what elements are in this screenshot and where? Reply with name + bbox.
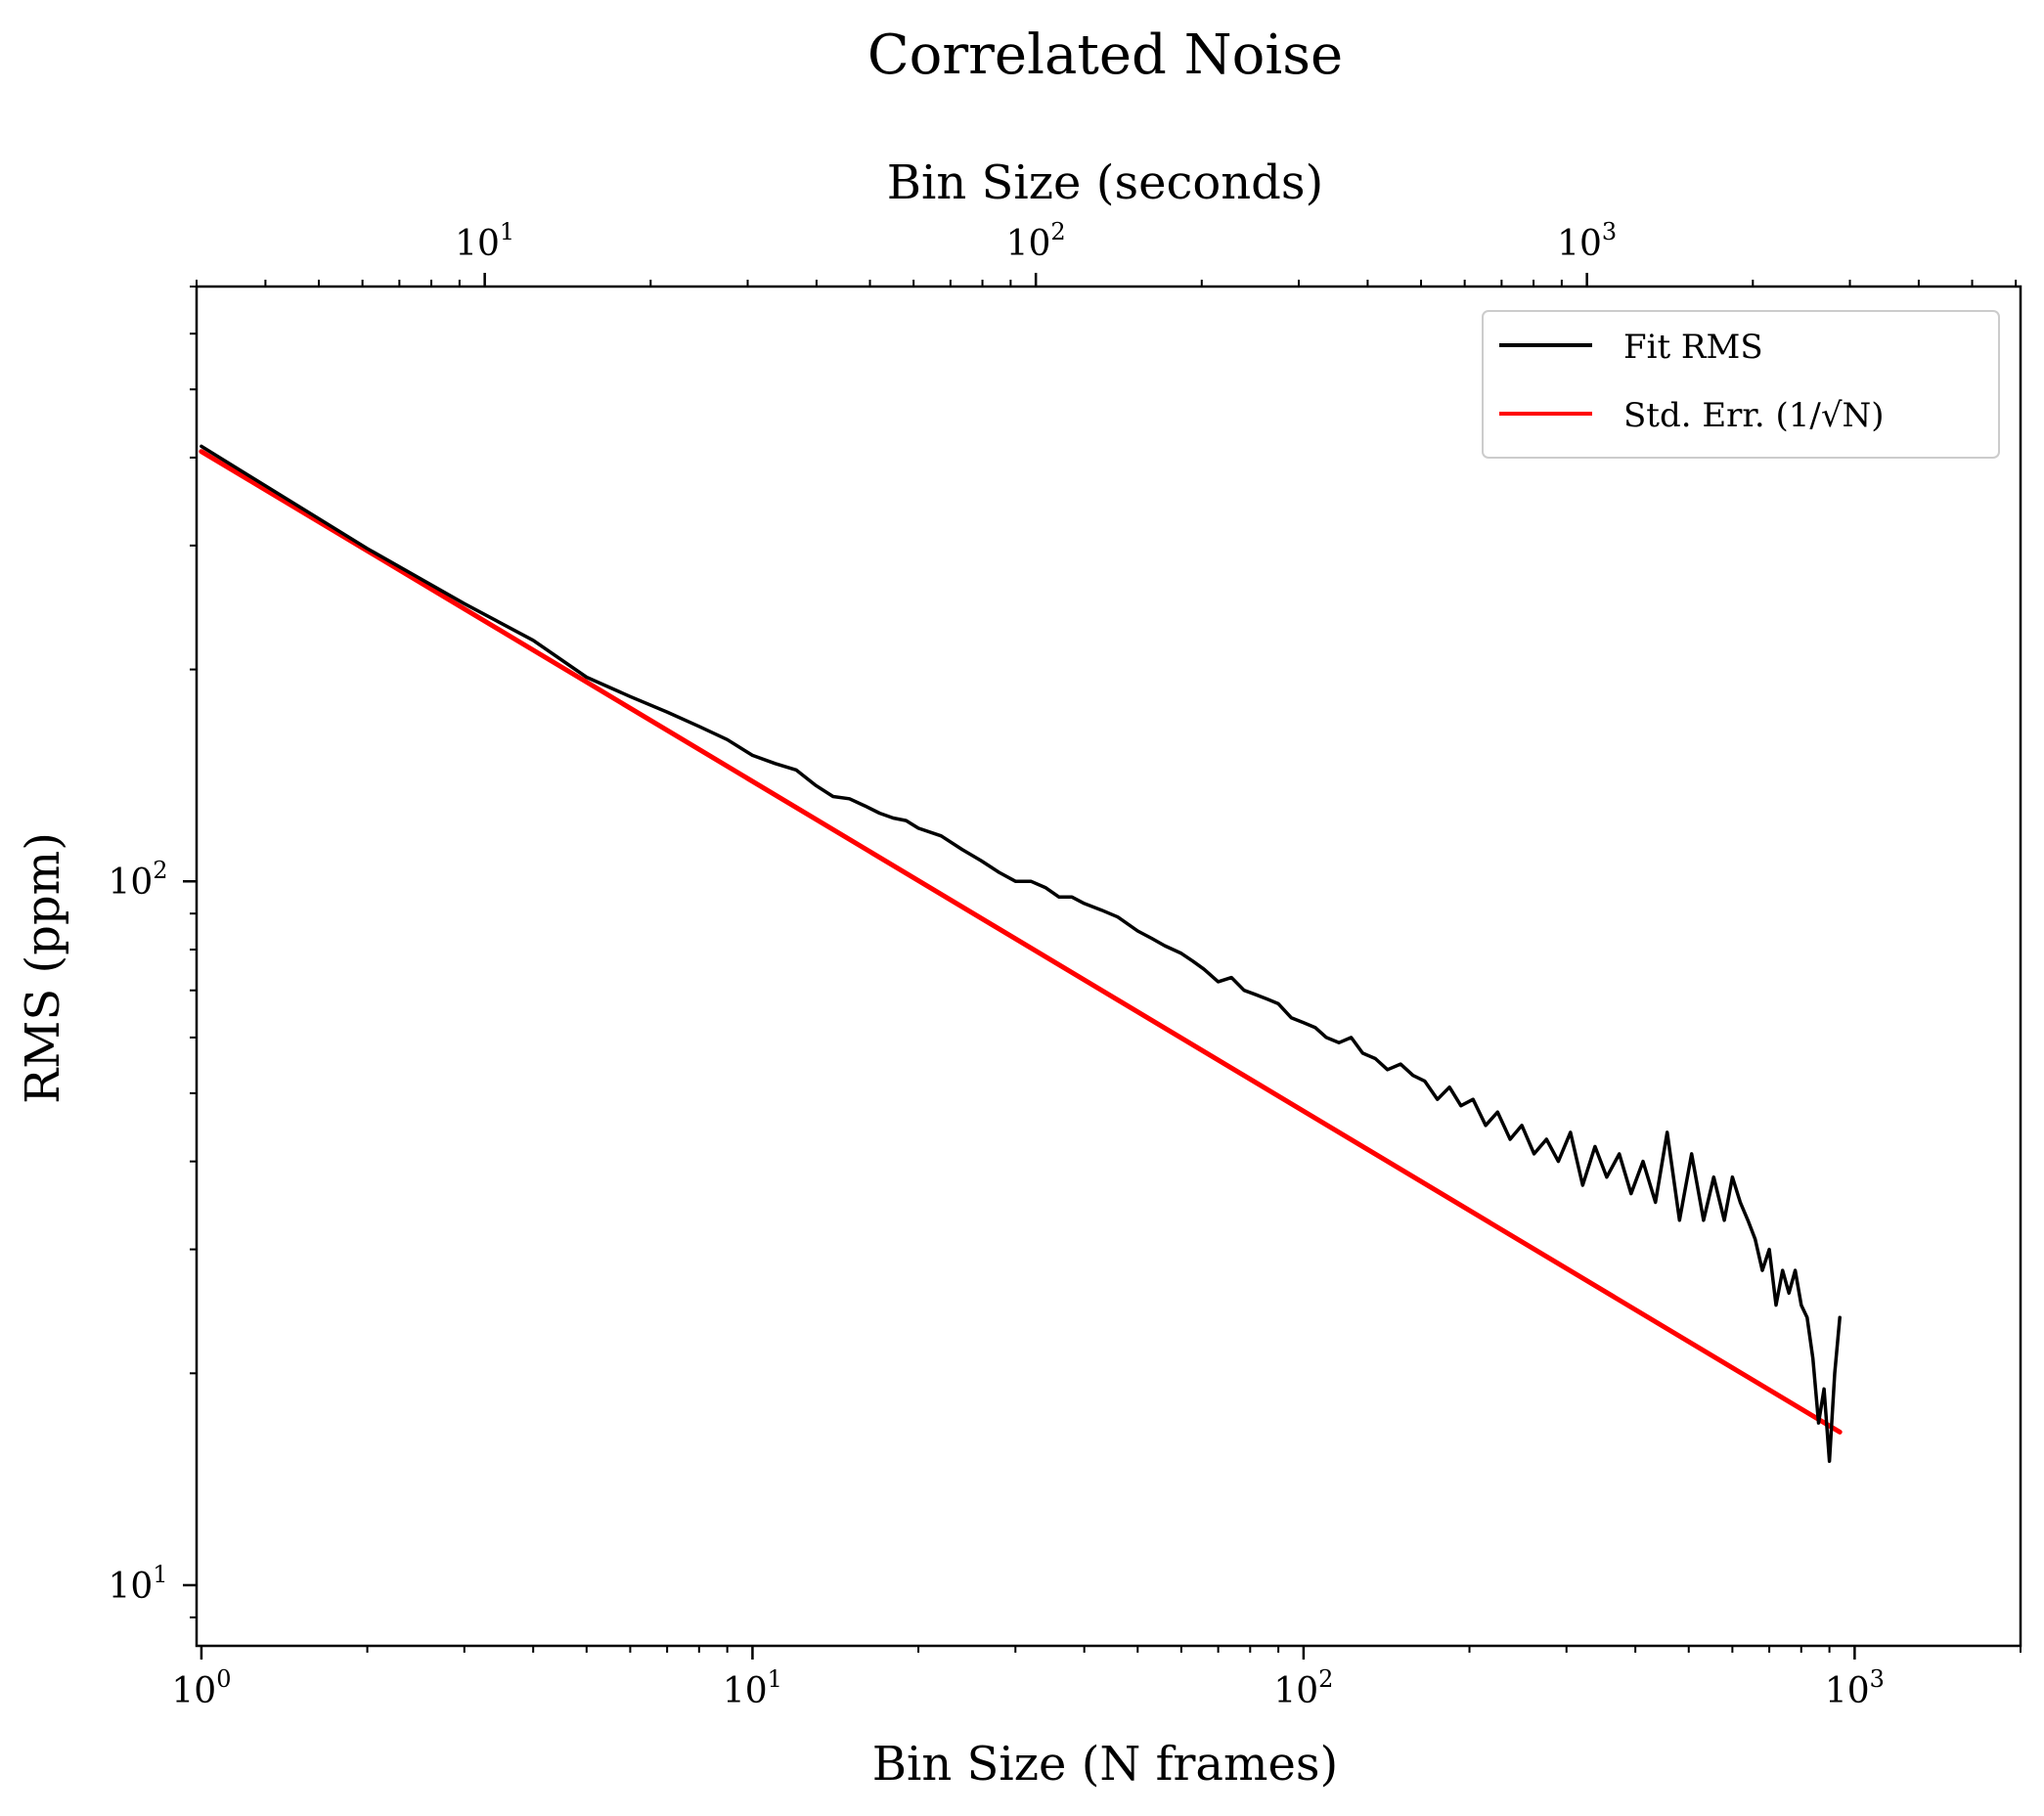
series-line-std-err xyxy=(199,449,1843,1435)
legend-label-fit-rms: Fit RMS xyxy=(1623,328,1763,367)
y-tick-label: 102 xyxy=(108,857,167,903)
x-tick-label: 103 xyxy=(1825,1665,1885,1711)
x-tick-label: 100 xyxy=(171,1665,231,1711)
ticks: 100 101 102 103 101 102 103 101 102 xyxy=(108,218,2022,1711)
series-layer xyxy=(199,444,1843,1463)
x2-axis-label: Bin Size (seconds) xyxy=(887,155,1324,210)
x2-tick-label: 103 xyxy=(1557,218,1617,264)
x2-tick-label: 102 xyxy=(1006,218,1066,264)
y-tick-label: 101 xyxy=(108,1561,167,1607)
legend: Fit RMS Std. Err. (1/√N) xyxy=(1482,310,2000,459)
plot-frame xyxy=(195,285,2022,1648)
legend-label-std-err: Std. Err. (1/√N) xyxy=(1623,396,1885,435)
chart-title: Correlated Noise xyxy=(867,23,1343,87)
y-axis-label: RMS (ppm) xyxy=(16,832,70,1104)
x-axis-label: Bin Size (N frames) xyxy=(872,1737,1339,1792)
series-line-fit-rms xyxy=(200,444,1842,1463)
x-tick-label: 102 xyxy=(1273,1665,1333,1711)
x-tick-label: 101 xyxy=(723,1665,782,1711)
x2-tick-label: 101 xyxy=(455,218,514,264)
legend-box xyxy=(1482,310,2000,459)
